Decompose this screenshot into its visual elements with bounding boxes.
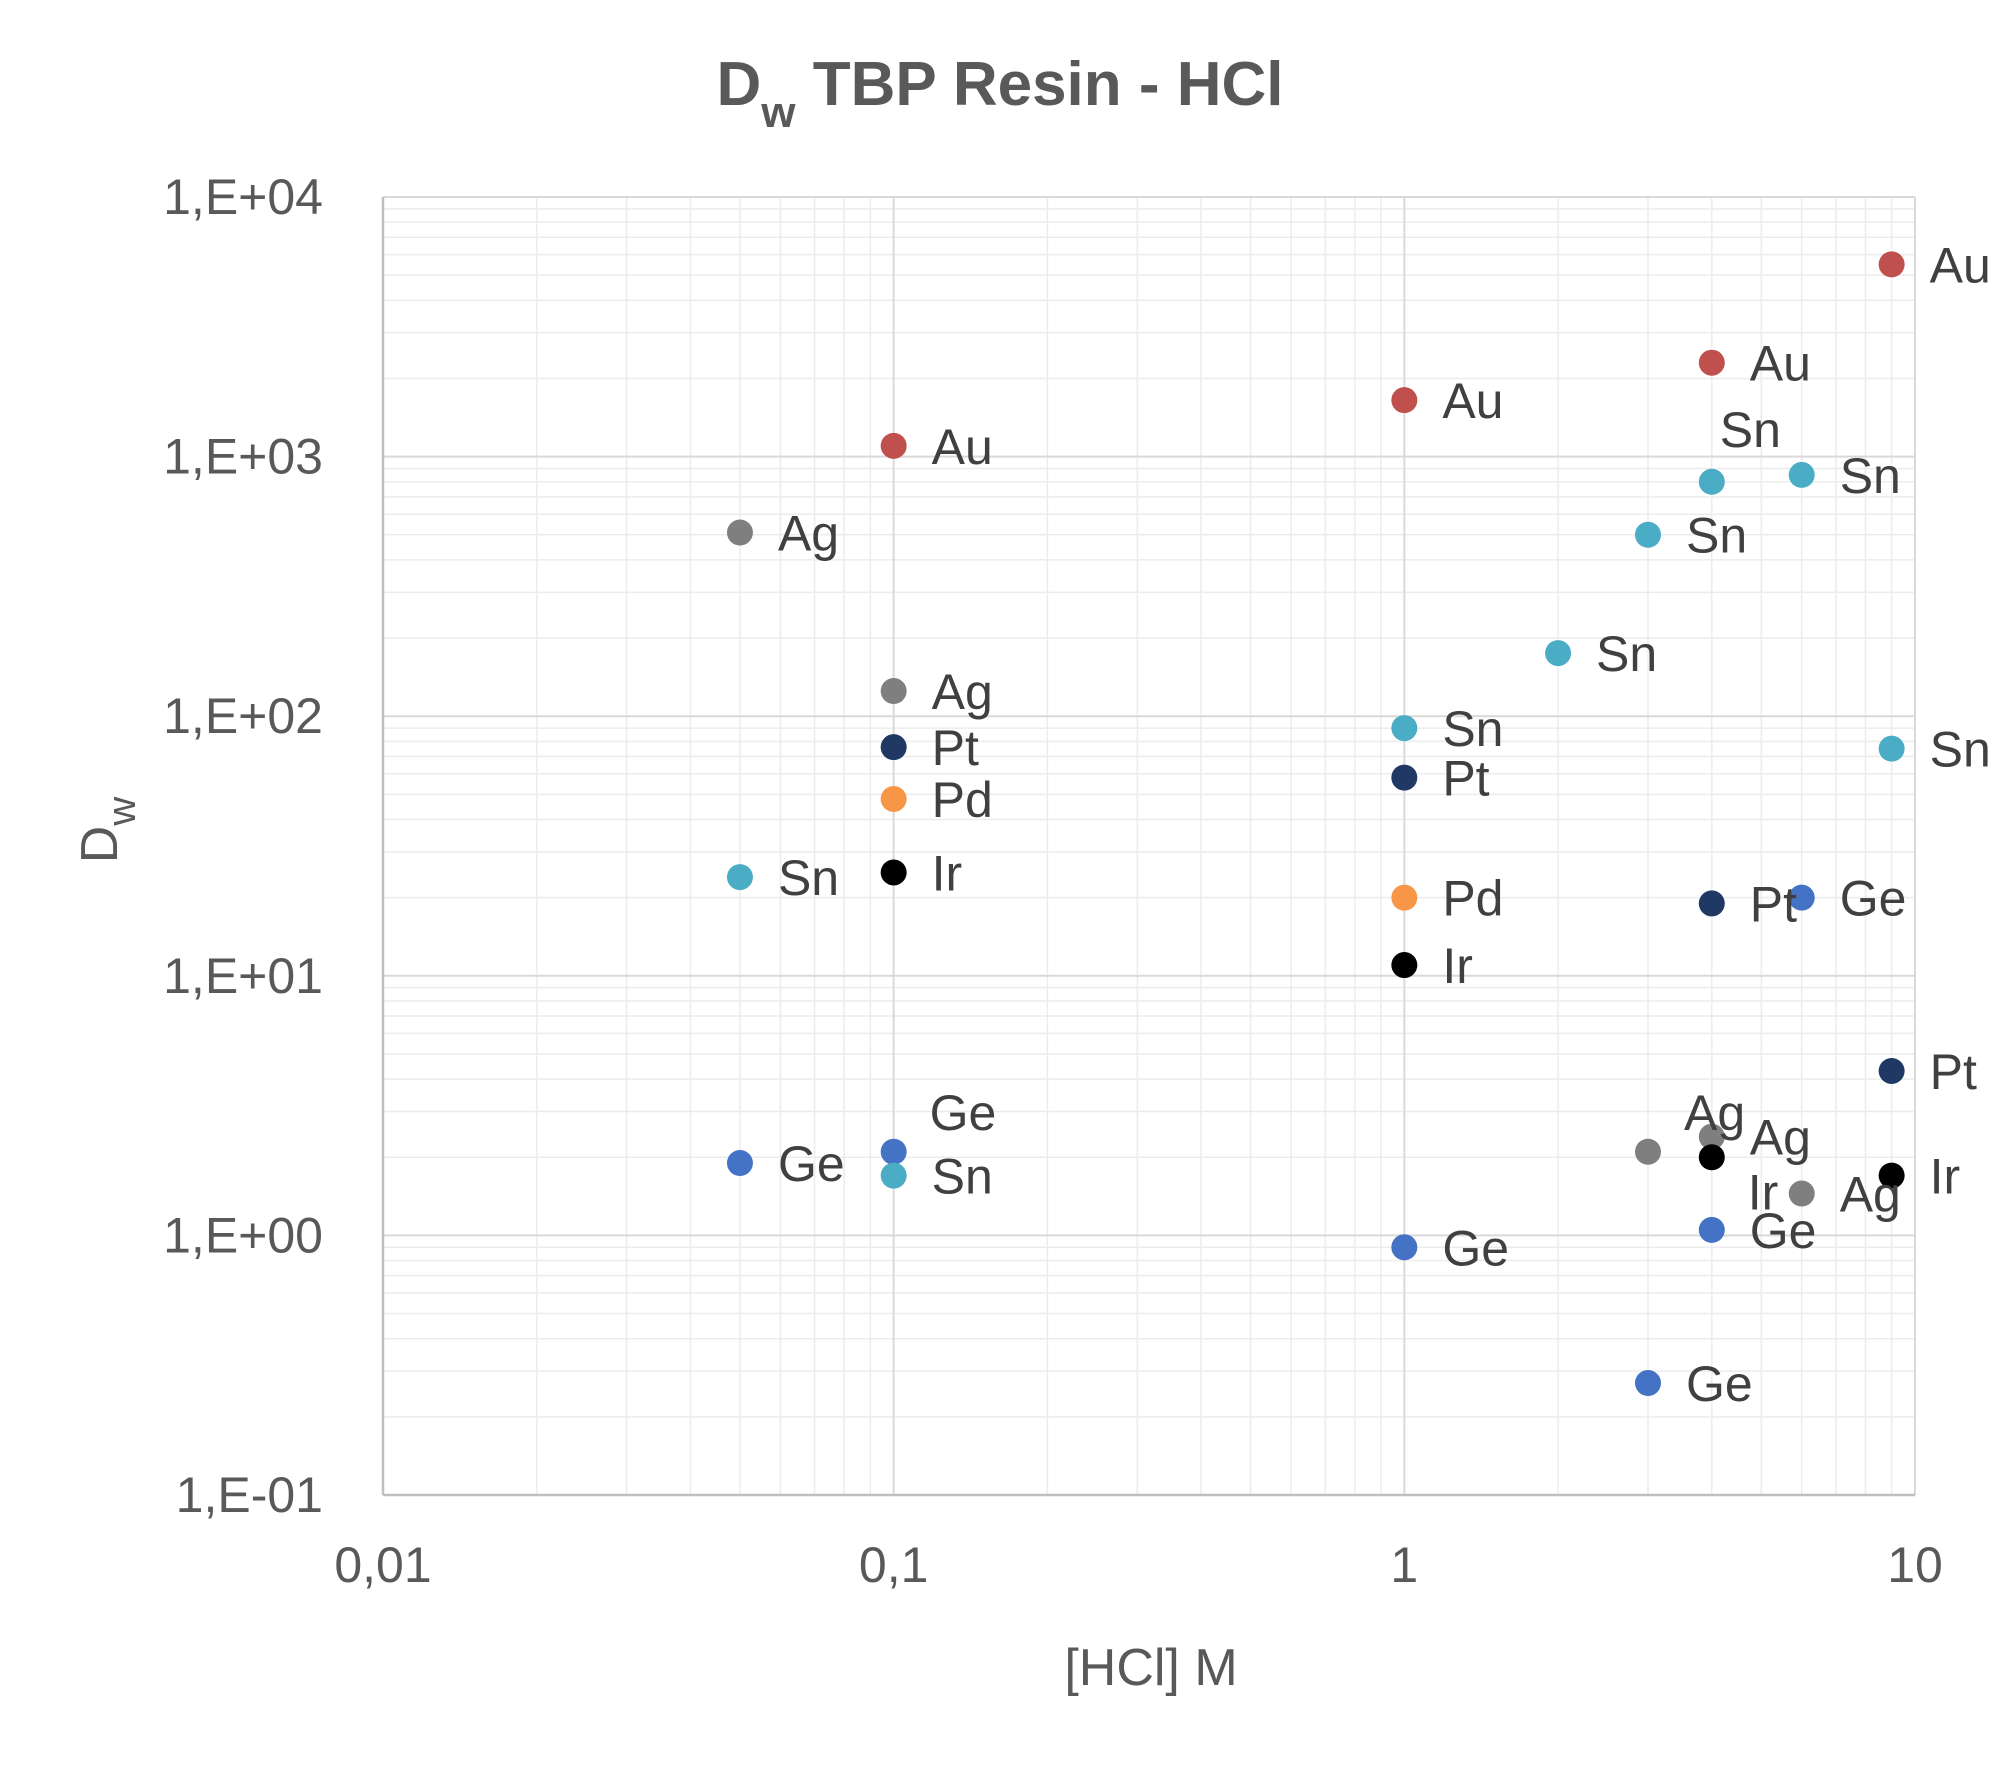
chart-title-main: D: [716, 50, 761, 119]
data-label-ge: Ge: [930, 1085, 997, 1141]
data-label-ag: Ag: [1750, 1110, 1811, 1166]
data-label-ge: Ge: [778, 1136, 845, 1192]
data-point-sn: [1545, 640, 1572, 667]
data-point-sn: [1878, 735, 1905, 762]
data-label-ge: Ge: [1840, 871, 1907, 927]
data-point-au: [1698, 349, 1725, 376]
data-point-ge: [1788, 884, 1815, 911]
data-point-sn: [1698, 468, 1725, 495]
data-label-au: Au: [1442, 373, 1503, 429]
data-label-pd: Pd: [1442, 871, 1503, 927]
data-label-ag: Ag: [778, 506, 839, 562]
data-point-ge: [726, 1150, 753, 1177]
data-point-ag: [1698, 1123, 1725, 1150]
data-label-au: Au: [1930, 237, 1991, 293]
data-label-sn: Sn: [1720, 402, 1781, 458]
data-point-ir: [1878, 1162, 1905, 1189]
chart-title: Dw TBP Resin - HCl: [716, 50, 1283, 137]
data-label-ir: Ir: [1442, 938, 1473, 994]
y-axis-title-subscript: w: [100, 797, 144, 827]
data-point-sn: [880, 1162, 907, 1189]
y-tick-label: 1,E+03: [163, 429, 323, 485]
y-tick-label: 1,E-01: [176, 1467, 323, 1523]
axis-layer: [381, 197, 1915, 1497]
data-point-pt: [1878, 1057, 1905, 1084]
data-label-ag: Ag: [1840, 1167, 1901, 1223]
data-label-pd: Pd: [932, 772, 993, 828]
y-tick-label: 1,E+00: [163, 1207, 323, 1263]
data-label-pt: Pt: [1750, 876, 1797, 932]
data-point-ag: [880, 678, 907, 705]
data-label-pt: Pt: [1442, 751, 1489, 807]
data-point-pt: [880, 734, 907, 761]
data-point-sn: [1391, 715, 1418, 742]
data-label-sn: Sn: [1596, 626, 1657, 682]
data-point-ir: [1698, 1144, 1725, 1171]
y-tick-label: 1,E+02: [163, 688, 323, 744]
data-point-layer: [726, 251, 1905, 1397]
data-point-au: [880, 432, 907, 459]
data-label-sn: Sn: [1442, 701, 1503, 757]
data-point-ir: [1391, 952, 1418, 979]
data-label-pt: Pt: [932, 720, 979, 776]
data-label-ge: Ge: [1442, 1220, 1509, 1276]
data-label-au: Au: [1750, 336, 1811, 392]
data-label-ir: Ir: [1748, 1164, 1779, 1220]
grid-layer: [382, 196, 1916, 1496]
data-label-sn: Sn: [1840, 448, 1901, 504]
data-label-au: Au: [932, 419, 993, 475]
data-point-au: [1391, 387, 1418, 414]
data-point-sn: [1634, 521, 1661, 548]
y-tick-label: 1,E+04: [163, 169, 323, 225]
x-tick-label: 1: [1390, 1537, 1418, 1593]
data-label-ir: Ir: [932, 845, 963, 901]
y-axis-title: Dw: [71, 797, 144, 864]
data-point-ag: [1634, 1138, 1661, 1165]
y-axis-title-main: D: [71, 826, 129, 864]
data-point-ag: [1788, 1180, 1815, 1207]
x-axis-title: [HCl] M: [1064, 1639, 1237, 1697]
data-label-pt: Pt: [1930, 1044, 1977, 1100]
data-point-ir: [880, 859, 907, 886]
data-label-ir: Ir: [1930, 1149, 1961, 1205]
data-label-sn: Sn: [932, 1149, 993, 1205]
data-label-ge: Ge: [1686, 1356, 1753, 1412]
data-label-sn: Sn: [778, 850, 839, 906]
chart-title-subscript: w: [760, 88, 796, 137]
x-tick-label: 0,01: [334, 1537, 431, 1593]
data-point-sn: [1788, 461, 1815, 488]
data-point-pt: [1391, 764, 1418, 791]
data-label-ag: Ag: [1684, 1085, 1745, 1141]
data-point-pd: [880, 785, 907, 812]
data-label-sn: Sn: [1686, 508, 1747, 564]
data-label-ge: Ge: [1750, 1203, 1817, 1259]
x-tick-label: 10: [1887, 1537, 1943, 1593]
data-label-layer: AuAgAgPtPdIrSnGeGeSnAuSnPtPdIrGeSnSnAgGe…: [778, 237, 1991, 1412]
data-point-ag: [726, 519, 753, 546]
data-point-au: [1878, 251, 1905, 278]
data-label-ag: Ag: [932, 664, 993, 720]
y-tick-label: 1,E+01: [163, 948, 323, 1004]
chart-title-rest: TBP Resin - HCl: [795, 50, 1283, 119]
data-point-ge: [1698, 1216, 1725, 1243]
data-point-pt: [1698, 890, 1725, 917]
data-point-ge: [1634, 1370, 1661, 1397]
data-point-ge: [1391, 1234, 1418, 1261]
x-tick-label: 0,1: [859, 1537, 929, 1593]
tick-label-layer: 0,01 0,1 1 10 1,E+04 1,E+03 1,E+02 1,E+01 1,E+00…: [163, 169, 1943, 1593]
data-point-sn: [726, 864, 753, 891]
data-point-ge: [880, 1138, 907, 1165]
data-label-sn: Sn: [1930, 722, 1991, 778]
data-point-pd: [1391, 884, 1418, 911]
